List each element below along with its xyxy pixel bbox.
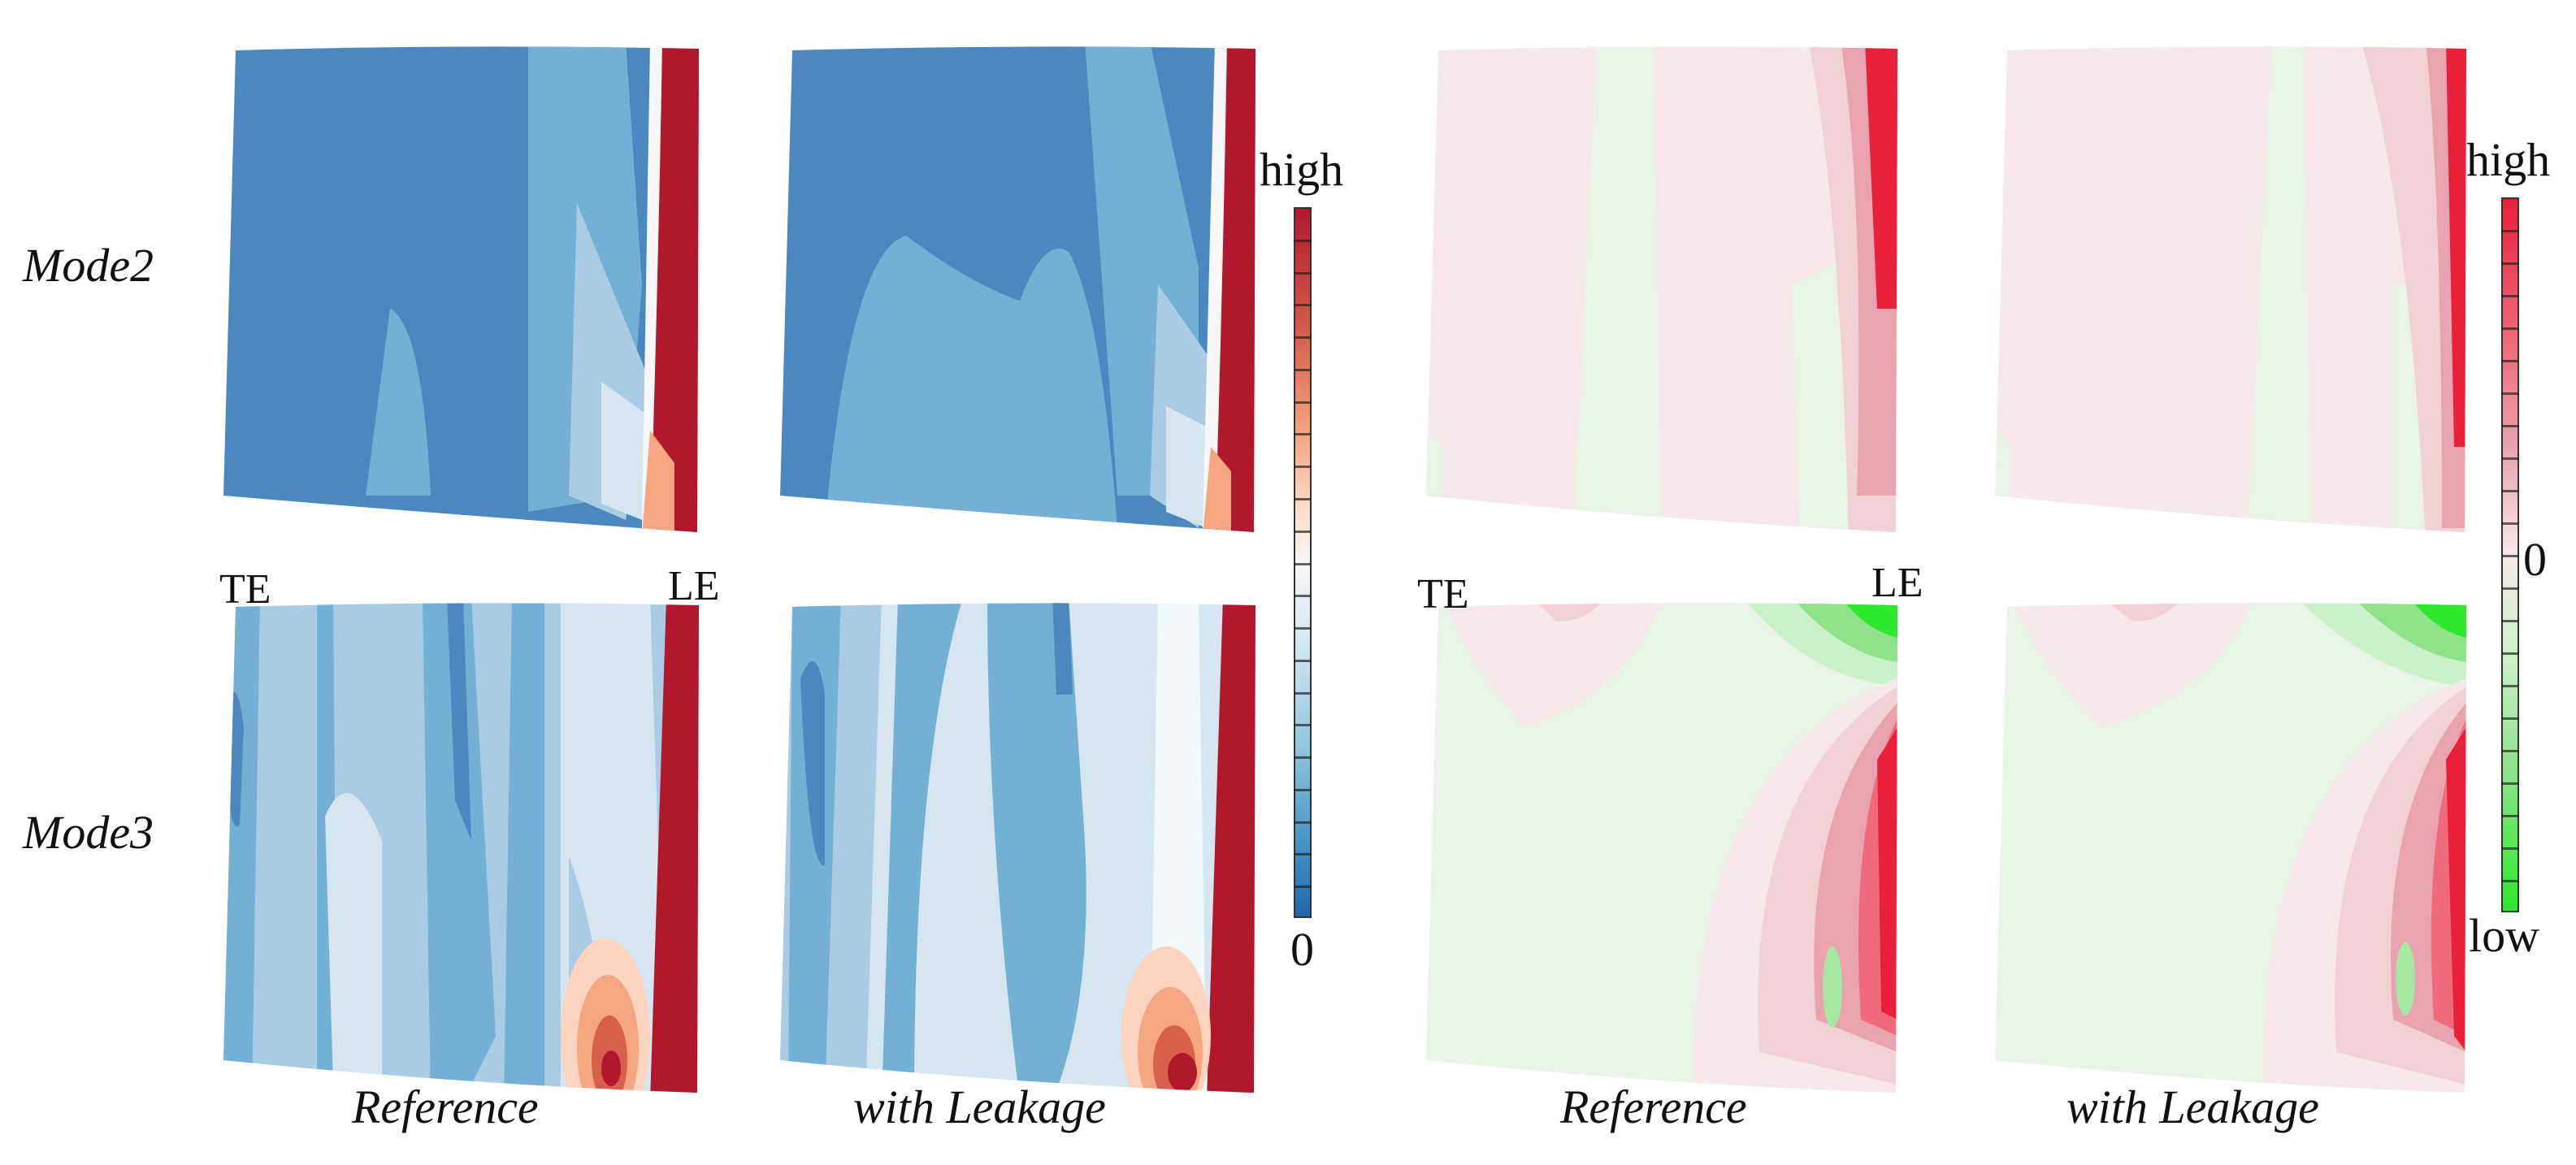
colorbar-tick <box>2501 815 2519 817</box>
panel-mode2-reference-green <box>1418 41 1906 544</box>
panel-mode2-leakage-green <box>1987 41 2474 544</box>
colorbar-right-low-label: low <box>2469 909 2539 962</box>
panel-mode3-reference-blue <box>219 597 707 1101</box>
panel-mode2-leakage-blue <box>776 41 1264 536</box>
colorbar-tick <box>1294 271 1312 275</box>
colorbar-tick <box>2501 685 2519 687</box>
col-label-reference-left: Reference <box>352 1081 539 1133</box>
colorbar-left-zero-label: 0 <box>1290 923 1314 976</box>
colorbar-tick <box>2501 880 2519 882</box>
row-label-mode2: Mode2 <box>23 239 154 292</box>
colorbar-tick <box>2501 782 2519 785</box>
colorbar-tick <box>2501 587 2519 590</box>
colorbar-tick <box>1294 595 1312 598</box>
colorbar-tick <box>1294 886 1312 889</box>
colorbar-tick <box>1294 821 1312 824</box>
colorbar-right <box>2501 197 2519 912</box>
panel-mode3-leakage-blue <box>776 597 1264 1101</box>
colorbar-tick <box>2501 490 2519 492</box>
colorbar-tick <box>2501 457 2519 460</box>
colorbar-tick <box>1294 562 1312 565</box>
colorbar-tick <box>2501 262 2519 265</box>
col-label-leakage-right: with Leakage <box>2066 1081 2319 1133</box>
col-label-reference-right: Reference <box>1560 1081 1747 1133</box>
colorbar-tick <box>1294 433 1312 436</box>
panel-mode3-reference-green <box>1418 597 1906 1101</box>
colorbar-tick <box>2501 555 2519 557</box>
colorbar-tick <box>2501 847 2519 850</box>
colorbar-left <box>1294 207 1312 918</box>
colorbar-tick <box>2501 392 2519 395</box>
te-label-right: TE <box>1417 571 1469 617</box>
colorbar-tick <box>2501 230 2519 232</box>
colorbar-left-high-label: high <box>1260 143 1344 196</box>
panel-mode3-leakage-green <box>1987 597 2474 1101</box>
colorbar-tick <box>1294 304 1312 307</box>
colorbar-tick <box>1294 368 1312 371</box>
colorbar-tick <box>1294 788 1312 791</box>
le-label-right: LE <box>1871 560 1923 606</box>
colorbar-tick <box>1294 659 1312 662</box>
le-label-left: LE <box>668 563 720 609</box>
colorbar-tick <box>1294 853 1312 856</box>
colorbar-tick <box>1294 466 1312 469</box>
te-label-left: TE <box>219 566 271 613</box>
colorbar-tick <box>2501 327 2519 330</box>
colorbar-tick <box>1294 530 1312 533</box>
colorbar-tick <box>1294 401 1312 404</box>
colorbar-tick <box>1294 497 1312 500</box>
colorbar-tick <box>1294 627 1312 630</box>
colorbar-tick <box>2501 360 2519 362</box>
colorbar-tick <box>1294 756 1312 760</box>
colorbar-tick <box>1294 239 1312 242</box>
colorbar-right-zero-label: 0 <box>2523 533 2547 586</box>
colorbar-tick <box>2501 717 2519 720</box>
colorbar-tick <box>2501 522 2519 525</box>
colorbar-tick <box>2501 750 2519 752</box>
colorbar-tick <box>1294 691 1312 695</box>
colorbar-tick <box>2501 295 2519 297</box>
colorbar-tick <box>1294 724 1312 727</box>
col-label-leakage-left: with Leakage <box>853 1081 1106 1133</box>
panel-mode2-reference-blue <box>219 41 707 536</box>
colorbar-tick <box>2501 620 2519 622</box>
colorbar-tick <box>2501 425 2519 427</box>
colorbar-tick <box>2501 652 2519 655</box>
row-label-mode3: Mode3 <box>23 806 154 859</box>
colorbar-right-high-label: high <box>2466 133 2551 186</box>
colorbar-tick <box>1294 336 1312 340</box>
